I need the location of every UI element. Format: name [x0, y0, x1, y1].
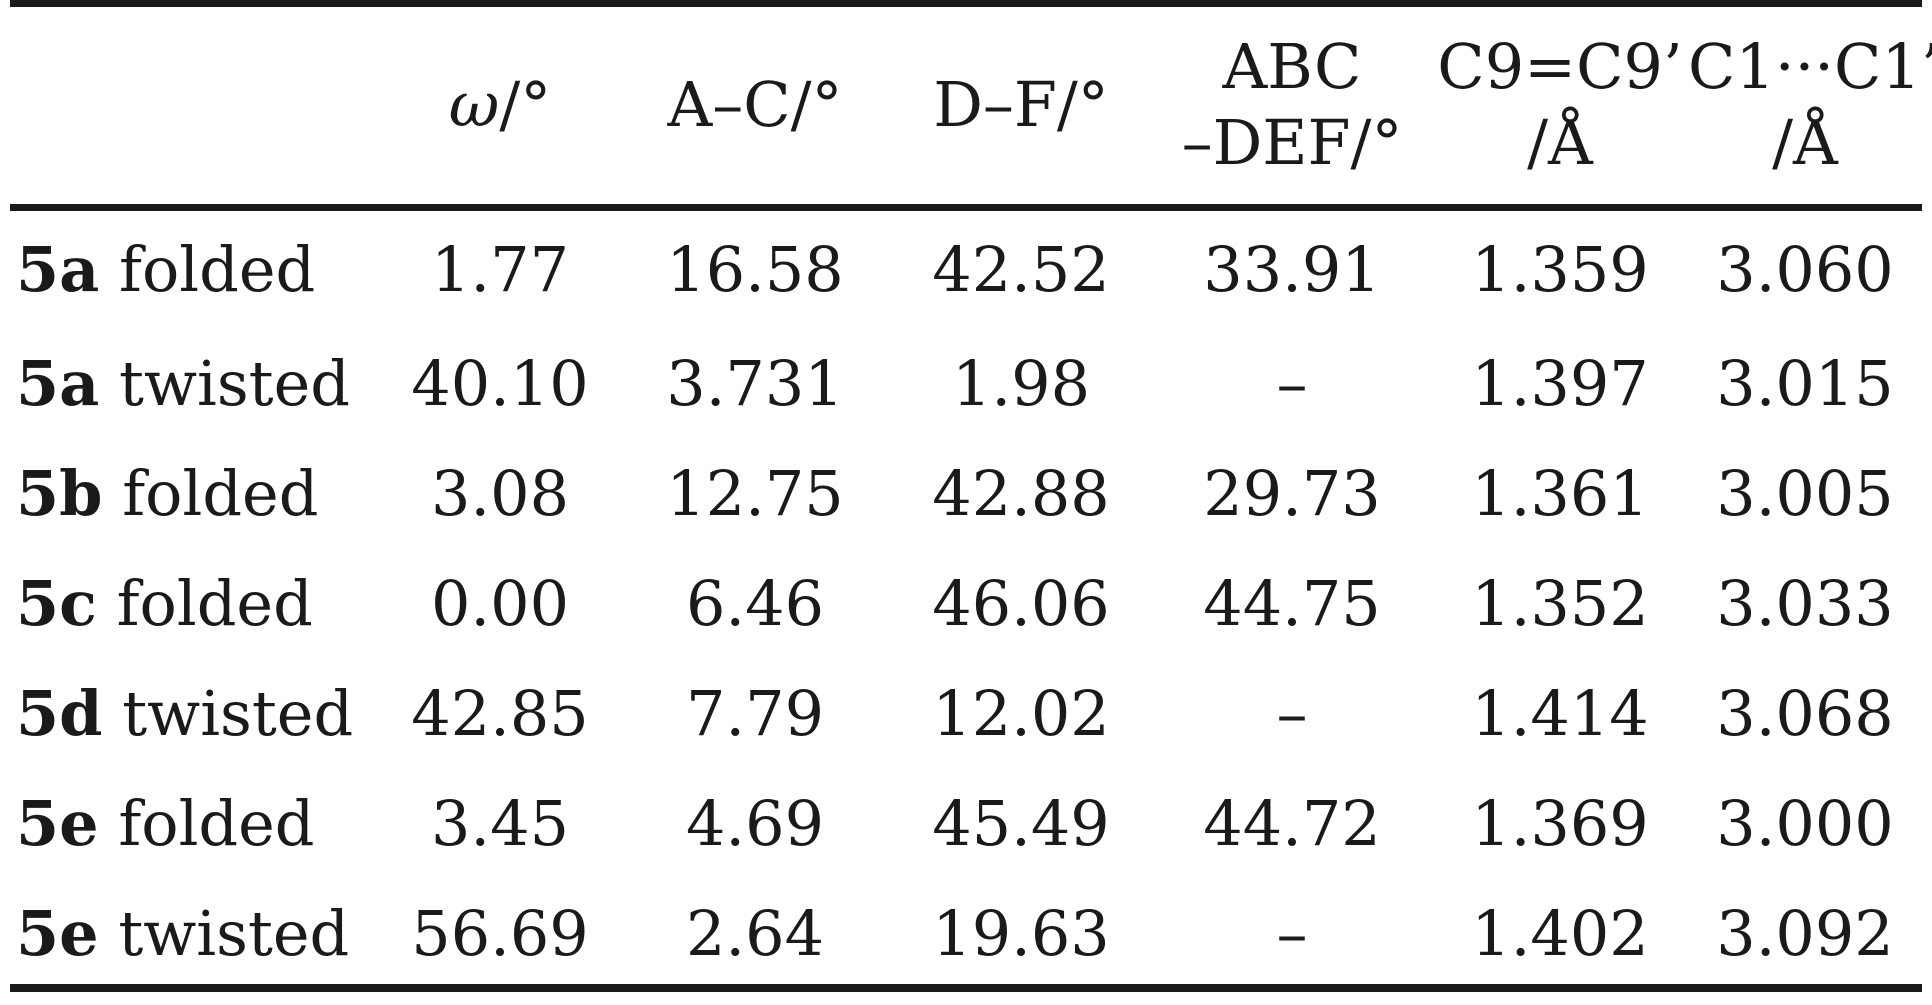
table-cell: 1.402: [1432, 878, 1688, 988]
table-cell: 44.75: [1152, 548, 1432, 658]
table-cell: 3.068: [1688, 658, 1922, 768]
table-cell: 1.352: [1432, 548, 1688, 658]
table-cell: 46.06: [890, 548, 1152, 658]
row-label: 5e folded: [10, 768, 380, 878]
table-cell: 1.361: [1432, 438, 1688, 548]
table-cell: 0.00: [380, 548, 620, 658]
table-header: ω/°A–C/°D–F/°ABC–DEF/°C9=C9’/ÅC1···C1’/Å: [10, 0, 1922, 210]
table-cell: –: [1152, 658, 1432, 768]
table-cell: 4.69: [620, 768, 890, 878]
row-label: 5a twisted: [10, 328, 380, 438]
compound-id: 5a: [16, 233, 99, 306]
table-row: 5b folded3.0812.7542.8829.731.3613.005: [10, 438, 1922, 548]
table-cell: 29.73: [1152, 438, 1432, 548]
table-cell: 1.369: [1432, 768, 1688, 878]
table-cell: 40.10: [380, 328, 620, 438]
column-header: ω/°: [380, 0, 620, 210]
conformer-label: folded: [117, 567, 313, 640]
table-cell: 1.397: [1432, 328, 1688, 438]
table-cell: 56.69: [380, 878, 620, 988]
column-header: A–C/°: [620, 0, 890, 210]
table-cell: 33.91: [1152, 210, 1432, 328]
conformer-label: folded: [118, 787, 314, 860]
column-header-line: D–F/°: [890, 67, 1152, 143]
compound-id: 5d: [16, 677, 103, 750]
column-header-line: C9=C9’: [1432, 29, 1688, 105]
table-cell: 3.060: [1688, 210, 1922, 328]
table-cell: 1.98: [890, 328, 1152, 438]
table-cell: 3.45: [380, 768, 620, 878]
table-row: 5a twisted40.103.7311.98–1.3973.015: [10, 328, 1922, 438]
column-header-line: /Å: [1688, 105, 1922, 181]
table-row: 5d twisted42.857.7912.02–1.4143.068: [10, 658, 1922, 768]
bottom-rule: [10, 984, 1922, 992]
row-label: 5d twisted: [10, 658, 380, 768]
conformer-label: folded: [122, 457, 318, 530]
table-body: 5a folded1.7716.5842.5233.911.3593.0605a…: [10, 210, 1922, 988]
table-cell: 1.77: [380, 210, 620, 328]
column-header: [10, 0, 380, 210]
column-header-line: C1···C1’: [1688, 29, 1922, 105]
header-row: ω/°A–C/°D–F/°ABC–DEF/°C9=C9’/ÅC1···C1’/Å: [10, 0, 1922, 210]
table-cell: 2.64: [620, 878, 890, 988]
column-header: D–F/°: [890, 0, 1152, 210]
conformer-label: twisted: [122, 677, 353, 750]
table-cell: –: [1152, 328, 1432, 438]
table-cell: 12.02: [890, 658, 1152, 768]
table-cell: 42.88: [890, 438, 1152, 548]
table-row: 5c folded0.006.4646.0644.751.3523.033: [10, 548, 1922, 658]
table-cell: 19.63: [890, 878, 1152, 988]
table-cell: 6.46: [620, 548, 890, 658]
table-cell: 44.72: [1152, 768, 1432, 878]
data-table-container: ω/°A–C/°D–F/°ABC–DEF/°C9=C9’/ÅC1···C1’/Å…: [10, 0, 1922, 988]
table-cell: 1.414: [1432, 658, 1688, 768]
column-header-line: –DEF/°: [1152, 105, 1432, 181]
column-header-line: A–C/°: [620, 67, 890, 143]
conformer-label: folded: [119, 233, 315, 306]
compound-id: 5e: [16, 897, 99, 970]
table-row: 5a folded1.7716.5842.5233.911.3593.060: [10, 210, 1922, 328]
table-cell: 45.49: [890, 768, 1152, 878]
column-header-line: ω/°: [380, 67, 620, 143]
table-cell: 3.000: [1688, 768, 1922, 878]
omega-symbol: ω: [449, 68, 500, 141]
table-cell: –: [1152, 878, 1432, 988]
top-rule: [10, 0, 1922, 7]
compound-id: 5e: [16, 787, 99, 860]
column-header-line: ABC: [1152, 29, 1432, 105]
column-header: C1···C1’/Å: [1688, 0, 1922, 210]
data-table: ω/°A–C/°D–F/°ABC–DEF/°C9=C9’/ÅC1···C1’/Å…: [10, 0, 1922, 988]
header-rule: [10, 204, 1922, 211]
column-header-line: /Å: [1432, 105, 1688, 181]
table-cell: 42.52: [890, 210, 1152, 328]
compound-id: 5b: [16, 457, 103, 530]
row-label: 5b folded: [10, 438, 380, 548]
table-row: 5e folded3.454.6945.4944.721.3693.000: [10, 768, 1922, 878]
compound-id: 5a: [16, 347, 99, 420]
table-cell: 16.58: [620, 210, 890, 328]
table-cell: 7.79: [620, 658, 890, 768]
column-header: C9=C9’/Å: [1432, 0, 1688, 210]
table-cell: 12.75: [620, 438, 890, 548]
table-cell: 1.359: [1432, 210, 1688, 328]
row-label: 5e twisted: [10, 878, 380, 988]
conformer-label: twisted: [118, 897, 349, 970]
table-cell: 3.08: [380, 438, 620, 548]
table-cell: 42.85: [380, 658, 620, 768]
table-cell: 3.033: [1688, 548, 1922, 658]
conformer-label: twisted: [119, 347, 350, 420]
table-cell: 3.005: [1688, 438, 1922, 548]
column-header: ABC–DEF/°: [1152, 0, 1432, 210]
row-label: 5c folded: [10, 548, 380, 658]
compound-id: 5c: [16, 567, 97, 640]
table-cell: 3.092: [1688, 878, 1922, 988]
table-row: 5e twisted56.692.6419.63–1.4023.092: [10, 878, 1922, 988]
table-cell: 3.731: [620, 328, 890, 438]
row-label: 5a folded: [10, 210, 380, 328]
table-cell: 3.015: [1688, 328, 1922, 438]
